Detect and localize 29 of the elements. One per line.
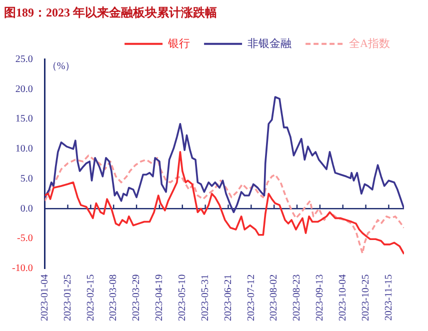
x-tick-label: 2023-03-29 (131, 274, 142, 322)
x-tick-label: 2023-01-25 (62, 274, 74, 322)
x-tick-label: 2023-02-15 (85, 274, 96, 322)
x-tick-label: 2023-03-08 (108, 274, 120, 322)
x-tick-label: 2023-11-15 (383, 274, 394, 321)
legend-label: 全A指数 (349, 38, 390, 50)
x-tick-label: 2023-05-31 (200, 274, 211, 322)
y-tick-label: -5.0 (16, 233, 33, 244)
y-tick-label: 5.0 (20, 173, 33, 184)
legend-label: 非银金融 (248, 36, 292, 50)
y-tick-label: 10.0 (15, 144, 33, 155)
chart-title: 图189：2023 年以来金融板块累计涨跌幅 (4, 5, 217, 20)
x-tick-label: 2023-05-10 (177, 274, 188, 322)
y-tick-label: -10.0 (12, 262, 33, 274)
y-tick-label: 25.0 (15, 54, 33, 66)
x-tick-label: 2023-08-02 (268, 274, 280, 322)
y-tick-label: 15.0 (15, 114, 33, 125)
y-tick-label: 0.0 (20, 203, 33, 214)
x-tick-label: 2023-07-12 (246, 274, 257, 322)
y-axis-title: （%） (46, 61, 76, 72)
x-tick-label: 2023-06-21 (222, 274, 234, 322)
x-tick-label: 2023-10-25 (360, 274, 372, 322)
x-tick-label: 2023-04-19 (154, 274, 166, 322)
x-tick-label: 2023-08-23 (292, 274, 303, 322)
legend-label: 银行 (167, 38, 190, 50)
x-tick-label: 2023-10-04 (337, 274, 348, 322)
x-tick-label: 2023-09-13 (314, 274, 326, 322)
y-tick-label: 20.0 (15, 84, 33, 95)
x-tick-label: 2023-01-04 (39, 274, 50, 322)
